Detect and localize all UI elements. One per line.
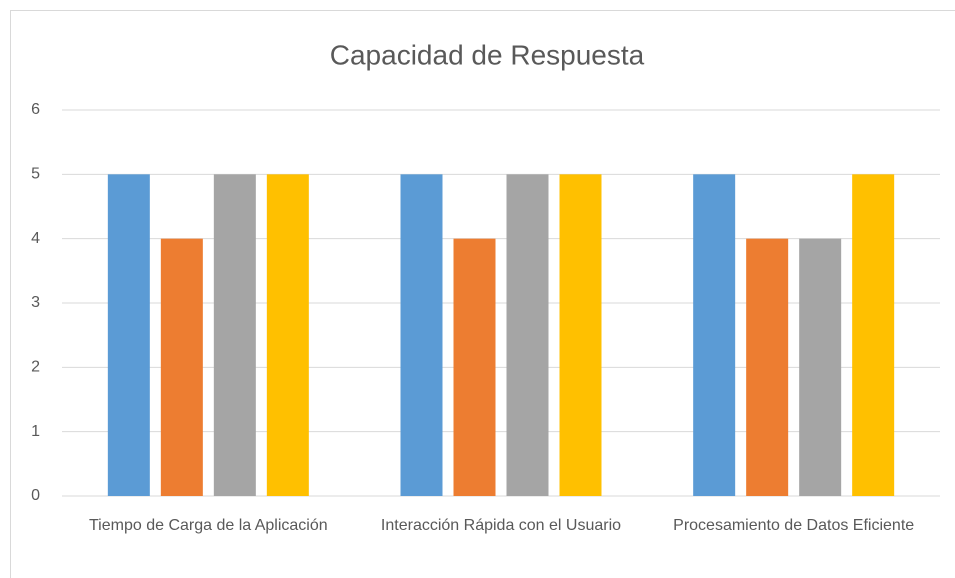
x-tick-label: Procesamiento de Datos Eficiente (673, 517, 915, 534)
y-tick-label: 5 (31, 166, 40, 183)
bar (506, 174, 549, 497)
x-tick-label: Tiempo de Carga de la Aplicación (89, 517, 328, 534)
bar (266, 174, 309, 497)
bar (559, 174, 602, 497)
y-tick-label: 3 (31, 294, 40, 311)
chart-border (10, 10, 955, 578)
bar (693, 174, 736, 497)
y-tick-label: 6 (31, 101, 40, 118)
bar (453, 238, 496, 496)
bar (852, 174, 895, 497)
y-tick-label: 4 (31, 230, 40, 247)
y-tick-label: 0 (31, 487, 40, 504)
x-tick-label: Interacción Rápida con el Usuario (380, 517, 622, 534)
bar (107, 174, 150, 497)
bar (400, 174, 443, 497)
y-tick-label: 2 (31, 359, 40, 376)
y-tick-label: 1 (31, 423, 40, 440)
bar (746, 238, 789, 496)
bar (799, 238, 842, 496)
bar (160, 238, 203, 496)
chart-title: Capacidad de Respuesta (330, 39, 645, 70)
bar (213, 174, 256, 497)
